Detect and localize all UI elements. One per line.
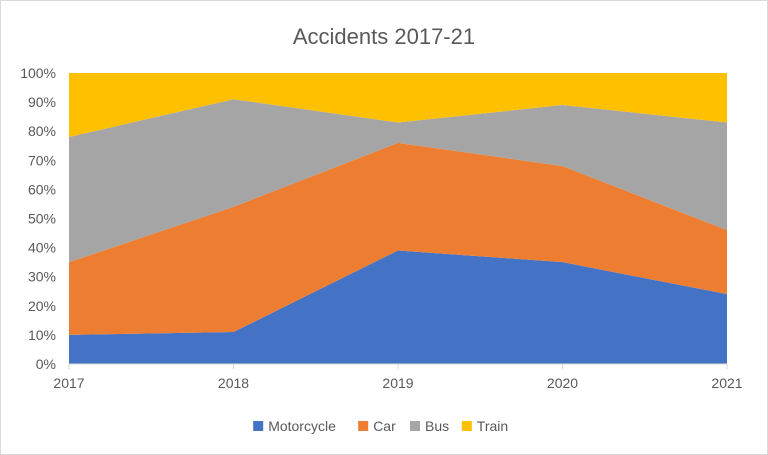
x-tick-label: 2019 (382, 375, 413, 391)
x-tick-label: 2017 (53, 375, 84, 391)
chart-title: Accidents 2017-21 (293, 24, 475, 49)
area-train (69, 73, 727, 138)
legend-item-car: Car (358, 418, 396, 434)
axes-group: 0% 10% 20% 30% 40% 50% 60% 70% 80% 90% 100% 2017 201… (20, 65, 743, 391)
area-bus (69, 99, 727, 263)
legend-label: Car (373, 418, 396, 434)
legend: Motorcycle Car Bus Train (253, 418, 508, 434)
y-tick-label: 80% (28, 123, 56, 139)
x-tick-label: 2020 (547, 375, 578, 391)
y-tick-label: 0% (36, 356, 56, 372)
y-tick-label: 50% (28, 211, 56, 227)
y-tick-label: 60% (28, 181, 56, 197)
legend-label: Bus (425, 418, 449, 434)
y-tick-label: 40% (28, 240, 56, 256)
x-tick-label: 2021 (711, 375, 742, 391)
y-tick-label: 100% (20, 65, 56, 81)
y-tick-label: 20% (28, 298, 56, 314)
y-tick-label: 90% (28, 94, 56, 110)
y-tick-label: 10% (28, 327, 56, 343)
area-car (69, 142, 727, 335)
x-tick-label: 2018 (218, 375, 249, 391)
legend-item-motorcycle: Motorcycle (253, 418, 336, 434)
y-tick-label: 70% (28, 152, 56, 168)
area-series-group (69, 73, 727, 364)
legend-item-train: Train (461, 418, 508, 434)
y-tick-label: 30% (28, 269, 56, 285)
legend-label: Train (477, 418, 508, 434)
legend-label: Motorcycle (268, 418, 336, 434)
area-motorcycle (69, 250, 727, 364)
legend-item-bus: Bus (410, 418, 449, 434)
legend-swatch (410, 421, 420, 431)
legend-swatch (358, 421, 369, 431)
legend-swatch (253, 421, 264, 431)
legend-swatch (461, 421, 472, 431)
